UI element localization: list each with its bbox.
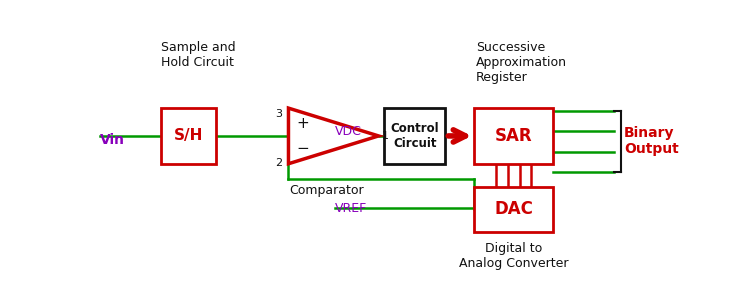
Text: Vin: Vin [100,133,124,147]
Text: DAC: DAC [494,200,533,218]
Text: 2: 2 [275,158,283,168]
Text: Sample and
Hold Circuit: Sample and Hold Circuit [160,41,236,69]
Text: 1: 1 [382,131,388,142]
Text: Binary
Output: Binary Output [624,126,679,156]
FancyBboxPatch shape [475,187,553,231]
FancyBboxPatch shape [160,108,216,164]
Text: −: − [296,141,309,156]
Text: S/H: S/H [173,128,203,143]
Text: Comparator: Comparator [289,184,364,197]
Text: Digital to
Analog Converter: Digital to Analog Converter [459,242,568,270]
FancyBboxPatch shape [384,108,446,164]
Text: VREF: VREF [335,202,368,214]
Text: +: + [296,116,309,131]
Text: Successive
Approximation
Register: Successive Approximation Register [476,41,567,84]
Text: VDC: VDC [335,125,362,138]
Polygon shape [289,108,379,164]
FancyBboxPatch shape [475,108,553,164]
Text: Control
Circuit: Control Circuit [391,122,439,150]
Text: SAR: SAR [495,127,532,145]
Text: 3: 3 [276,109,283,118]
